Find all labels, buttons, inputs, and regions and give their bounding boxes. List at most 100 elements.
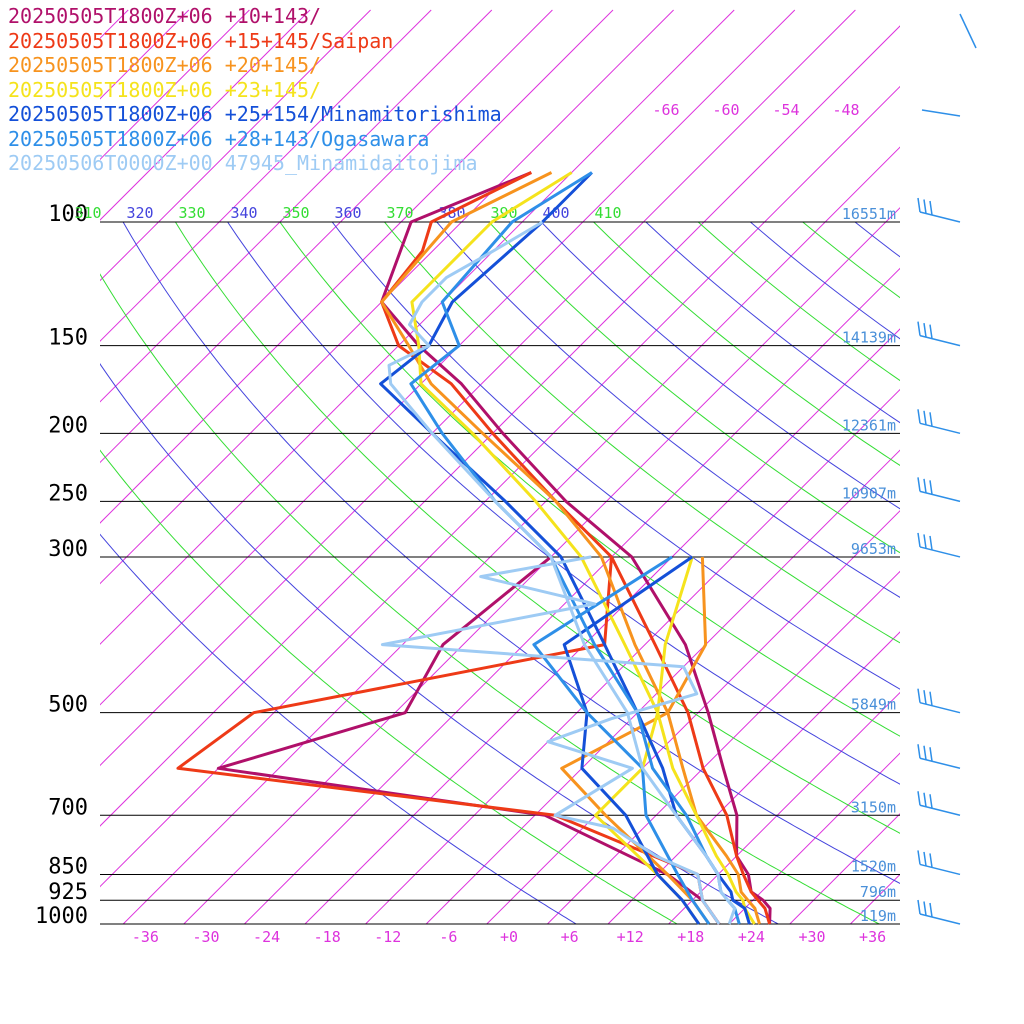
legend-entry-2: 20250505T1800Z+06 +15+145/Saipan	[8, 28, 394, 53]
wind-barb-flag	[917, 409, 921, 424]
theta-line	[854, 222, 900, 258]
axis-labels: 100 16551m 150 14139m 200 12361m 250 10907m 300 9…	[35, 101, 896, 946]
pressure-label: 100	[48, 202, 88, 227]
height-label: 119m	[860, 907, 896, 925]
isotherm-line	[668, 691, 900, 924]
theta-line	[801, 222, 900, 299]
top-temperature-label: -60	[712, 101, 739, 119]
theta-label: 310	[74, 204, 101, 222]
isotherm-line	[789, 813, 900, 924]
temperature-tick-label: -30	[192, 928, 219, 946]
top-temperature-label: -66	[652, 101, 679, 119]
theta-line	[383, 222, 900, 644]
wind-barb-flag	[923, 478, 927, 493]
wind-barb-flag	[917, 791, 921, 806]
theta-line	[174, 222, 900, 834]
sounding-profiles	[176, 171, 772, 925]
theta-label: 360	[334, 204, 361, 222]
height-label: 796m	[860, 883, 896, 901]
top-temperature-label: -54	[772, 101, 799, 119]
temperature-profile-3	[380, 171, 761, 925]
legend-entry-7: 20250506T0000Z+00 47945_Minamidaitojima	[8, 151, 478, 175]
theta-label: 400	[542, 204, 569, 222]
isotherm-line	[607, 631, 900, 924]
pressure-label: 200	[48, 413, 88, 438]
height-label: 16551m	[842, 205, 896, 223]
isobar-lines	[100, 221, 900, 925]
pressure-label: 925	[48, 880, 88, 905]
theta-line	[100, 273, 880, 924]
isotherm-line	[100, 9, 432, 342]
pressure-label: 150	[48, 326, 88, 351]
wind-barb-flag	[917, 899, 921, 915]
wind-barb-flag	[929, 412, 933, 427]
temperature-tick-label: +36	[859, 928, 886, 946]
isotherm-lines	[0, 9, 1024, 924]
theta-line	[436, 222, 900, 598]
wind-barb-flag	[929, 324, 933, 339]
temperature-tick-label: -6	[439, 928, 457, 946]
height-label: 12361m	[842, 416, 896, 434]
wind-barb	[919, 334, 961, 347]
wind-barb-flag	[917, 197, 921, 213]
height-label: 14139m	[842, 329, 896, 347]
isotherm-line	[122, 146, 900, 924]
temperature-profile-7	[387, 220, 737, 925]
temperature-tick-label: +12	[617, 928, 644, 946]
wind-barb	[919, 913, 961, 925]
wind-barb-flag	[917, 744, 921, 759]
wind-barb	[919, 422, 961, 435]
pressure-label: 300	[48, 537, 88, 562]
isotherm-line	[304, 328, 900, 924]
temperature-tick-label: +30	[798, 928, 825, 946]
wind-barb	[919, 863, 961, 876]
isotherm-line	[100, 9, 311, 221]
legend-entry-5: 20250505T1800Z+06 +25+154/Minamitorishim…	[8, 102, 502, 126]
isotherm-line	[100, 9, 371, 282]
pressure-label: 1000	[35, 904, 88, 929]
isotherm-line	[100, 9, 614, 524]
isotherm-line	[911, 10, 1024, 924]
wind-barb	[919, 701, 961, 714]
isotherm-line	[547, 570, 900, 924]
wind-barb	[919, 546, 961, 558]
theta-line	[279, 222, 900, 737]
wind-barb-flag	[923, 901, 927, 916]
isotherm-line	[100, 9, 796, 706]
legend-entry-3: 20250505T1800Z+06 +20+145/	[8, 53, 322, 77]
pressure-label: 250	[48, 481, 88, 506]
wind-barb-flag	[929, 853, 933, 868]
isotherm-line	[972, 10, 1024, 924]
temperature-tick-label: -18	[314, 928, 341, 946]
height-label: 9653m	[851, 540, 896, 558]
top-temperature-label: -48	[832, 101, 859, 119]
wind-barb-flag	[929, 535, 933, 551]
theta-label: 330	[178, 204, 205, 222]
isotherm-line	[100, 25, 900, 827]
isotherm-line	[0, 10, 7, 924]
wind-barb-flag	[917, 532, 921, 548]
pressure-label: 850	[48, 854, 88, 879]
wind-barb-flag	[923, 792, 927, 807]
wind-barb-flag	[917, 321, 921, 336]
temperature-tick-label: +6	[561, 928, 579, 946]
theta-label: 350	[282, 204, 309, 222]
isotherm-line	[100, 9, 493, 403]
isotherm-line	[425, 449, 900, 924]
legend-entry-4: 20250505T1800Z+06 +23+145/	[8, 77, 322, 102]
wind-barbs	[917, 13, 977, 925]
theta-line	[887, 206, 1024, 924]
height-label: 1520m	[851, 857, 896, 875]
wind-barb-flag	[917, 688, 921, 703]
wind-barb-flag	[923, 745, 927, 760]
temperature-profile-4	[410, 171, 756, 925]
wind-barb-flag	[923, 690, 927, 705]
theta-line	[488, 222, 900, 554]
wind-barb	[919, 211, 961, 223]
isotherm-line	[100, 9, 674, 585]
temperature-tick-label: +0	[500, 928, 518, 946]
dewpoint-profile-1	[216, 555, 721, 925]
theta-label: 320	[126, 204, 153, 222]
wind-barb	[921, 109, 961, 117]
wind-barb-flag	[923, 410, 927, 425]
